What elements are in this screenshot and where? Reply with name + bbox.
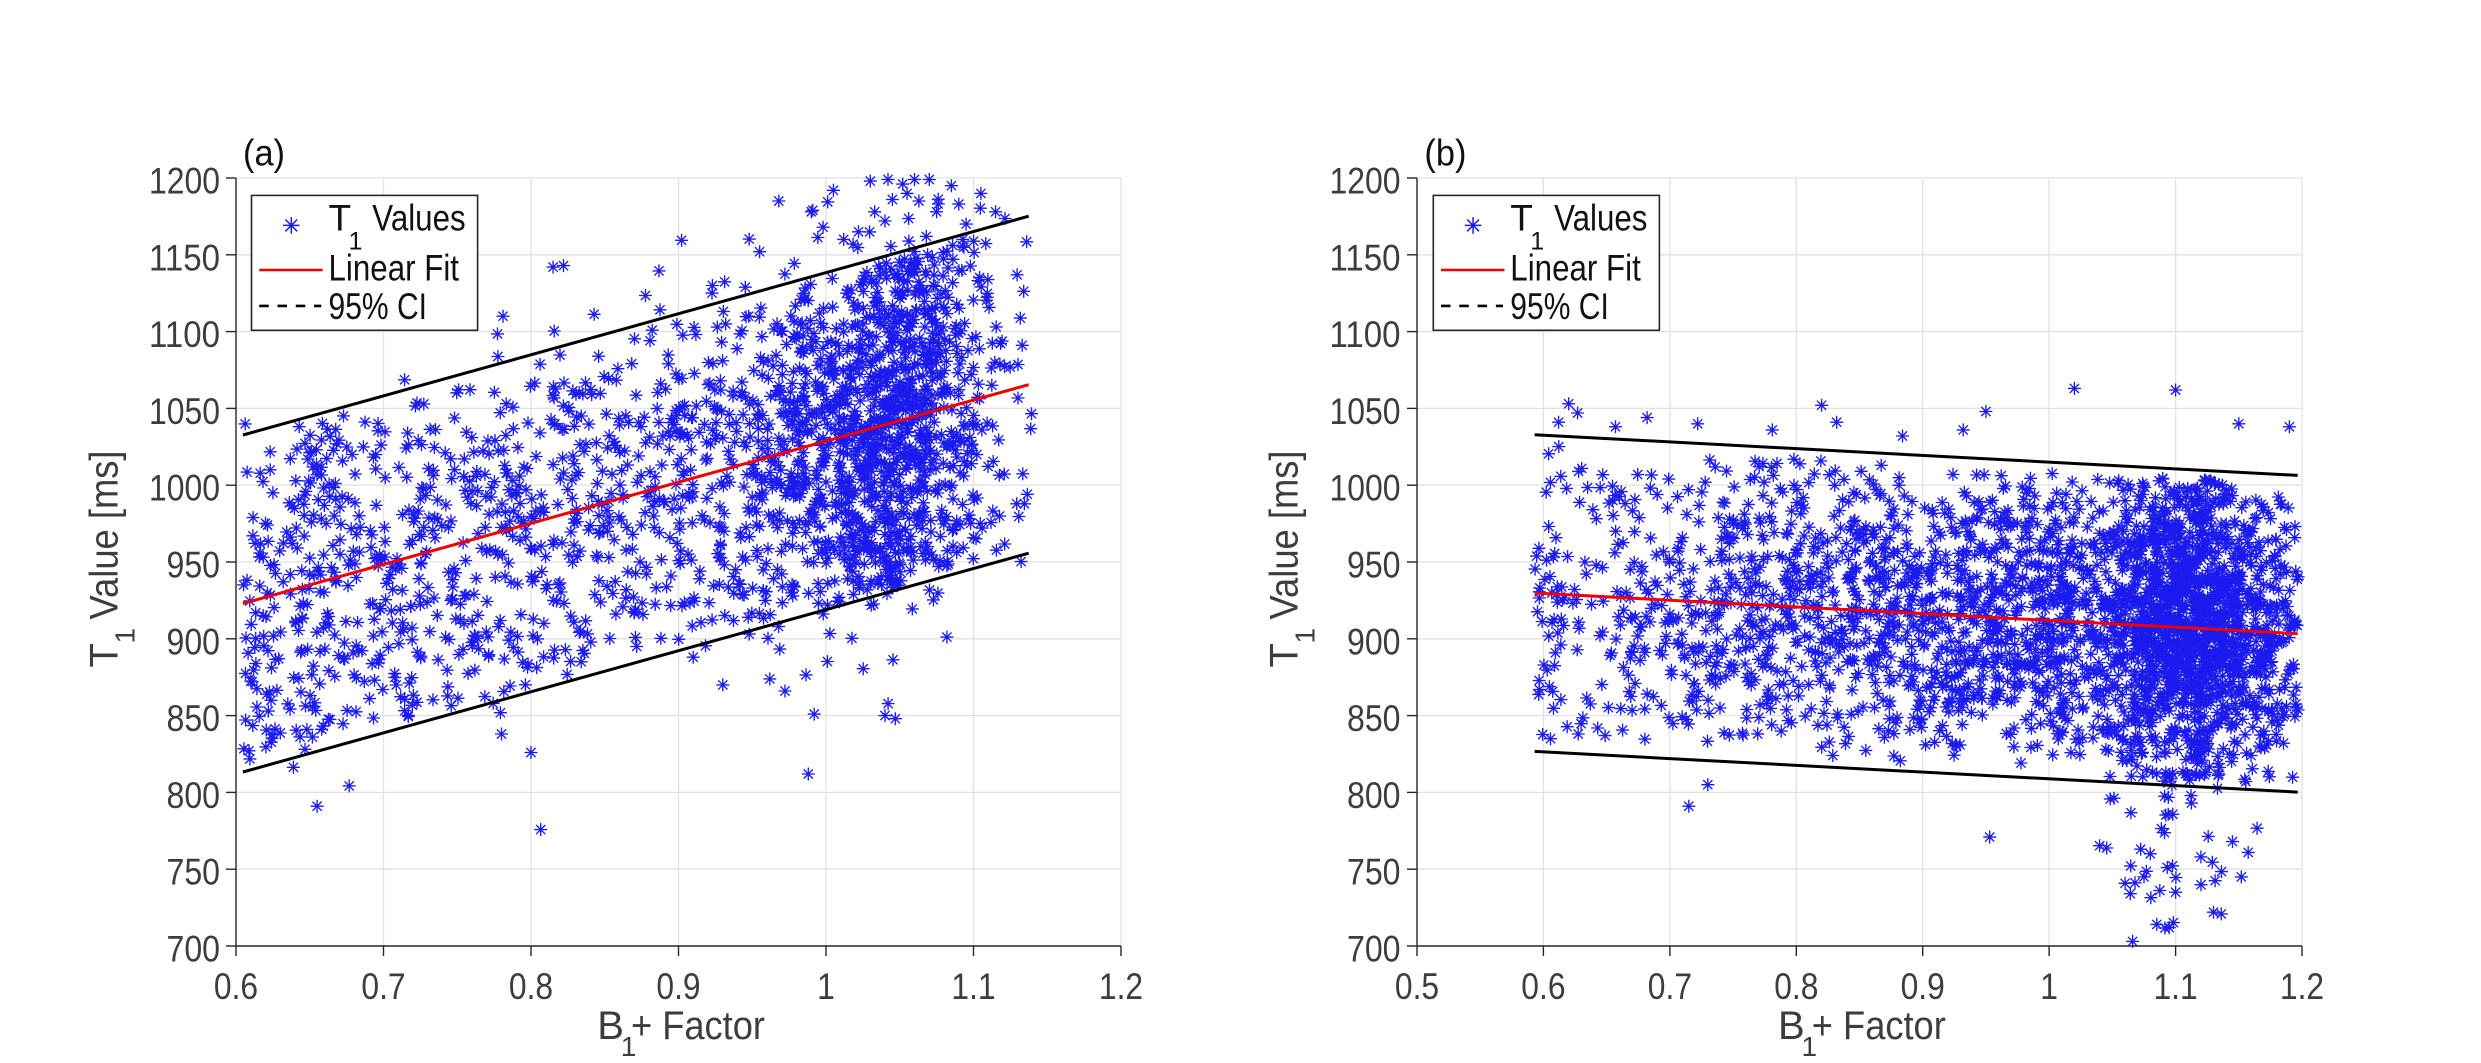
svg-text:T: T (83, 643, 127, 667)
svg-text:0.6: 0.6 (1521, 966, 1565, 1007)
svg-text:95% CI: 95% CI (329, 286, 428, 327)
svg-text:1.1: 1.1 (951, 966, 995, 1007)
svg-text:Value [ms]: Value [ms] (83, 451, 127, 620)
svg-text:0.8: 0.8 (509, 966, 553, 1007)
svg-text:T: T (1510, 198, 1533, 239)
svg-text:Values: Values (1554, 198, 1647, 239)
svg-text:0.7: 0.7 (1648, 966, 1692, 1007)
svg-text:750: 750 (1347, 852, 1401, 893)
svg-text:950: 950 (1347, 545, 1401, 586)
svg-text:750: 750 (167, 852, 221, 893)
svg-text:1: 1 (1802, 1031, 1818, 1062)
svg-text:Linear Fit: Linear Fit (1510, 248, 1641, 289)
svg-text:0.8: 0.8 (1774, 966, 1818, 1007)
svg-text:T: T (329, 198, 352, 239)
svg-text:0.7: 0.7 (361, 966, 405, 1007)
svg-text:1.2: 1.2 (1099, 966, 1143, 1007)
svg-text:95% CI: 95% CI (1510, 286, 1609, 327)
svg-text:(a): (a) (243, 133, 285, 174)
svg-text:700: 700 (1347, 929, 1401, 970)
svg-text:1: 1 (621, 1031, 637, 1062)
svg-text:1150: 1150 (149, 237, 220, 278)
svg-text:0.9: 0.9 (656, 966, 700, 1007)
svg-text:1.1: 1.1 (2154, 966, 2198, 1007)
svg-text:1000: 1000 (1330, 468, 1401, 509)
svg-text:1: 1 (1530, 227, 1544, 255)
svg-text:(b): (b) (1424, 133, 1466, 174)
svg-text:+ Factor: + Factor (631, 1004, 765, 1048)
svg-text:Values: Values (372, 198, 465, 239)
svg-text:850: 850 (167, 698, 221, 739)
svg-text:1: 1 (349, 227, 363, 255)
svg-text:1200: 1200 (1330, 161, 1401, 202)
svg-text:1: 1 (2040, 966, 2058, 1007)
svg-text:900: 900 (167, 621, 221, 662)
svg-text:T: T (1263, 643, 1307, 667)
svg-text:1050: 1050 (1330, 391, 1401, 432)
svg-text:1150: 1150 (1330, 237, 1401, 278)
svg-text:950: 950 (167, 545, 221, 586)
svg-text:Value [ms]: Value [ms] (1263, 451, 1307, 620)
svg-text:900: 900 (1347, 621, 1401, 662)
svg-text:1200: 1200 (149, 161, 220, 202)
svg-text:+ Factor: + Factor (1812, 1004, 1946, 1048)
svg-text:850: 850 (1347, 698, 1401, 739)
svg-text:B: B (597, 1004, 624, 1048)
svg-text:1000: 1000 (149, 468, 220, 509)
svg-text:1: 1 (1290, 628, 1321, 644)
svg-text:0.9: 0.9 (1901, 966, 1945, 1007)
svg-text:B: B (1778, 1004, 1805, 1048)
svg-text:700: 700 (167, 929, 221, 970)
svg-text:1: 1 (110, 628, 141, 644)
svg-text:1: 1 (817, 966, 835, 1007)
svg-text:0.6: 0.6 (214, 966, 258, 1007)
svg-text:800: 800 (167, 775, 221, 816)
svg-text:1100: 1100 (149, 314, 220, 355)
svg-text:1100: 1100 (1330, 314, 1401, 355)
svg-text:800: 800 (1347, 775, 1401, 816)
svg-text:Linear Fit: Linear Fit (329, 248, 460, 289)
svg-text:1050: 1050 (149, 391, 220, 432)
svg-text:1.2: 1.2 (2280, 966, 2324, 1007)
svg-text:0.5: 0.5 (1395, 966, 1439, 1007)
